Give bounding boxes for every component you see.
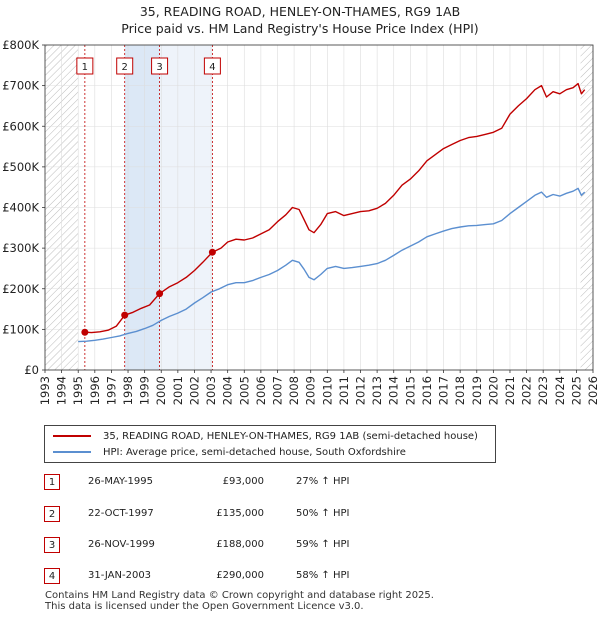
x-tick-label: 2024: [553, 376, 567, 405]
legend-item-hpi: HPI: Average price, semi-detached house,…: [53, 444, 406, 460]
sale-label-number: 4: [209, 62, 215, 73]
sale-number-badge: 1: [44, 474, 60, 490]
x-tick-label: 1994: [55, 376, 69, 405]
y-tick-label: £500K: [2, 160, 39, 174]
x-tick-label: 2016: [420, 376, 434, 405]
y-tick-label: £600K: [2, 119, 39, 133]
sale-date: 26-NOV-1999: [88, 539, 155, 550]
x-tick-label: 2014: [387, 376, 401, 405]
x-tick-label: 2003: [204, 376, 218, 405]
sale-number-badge: 3: [44, 537, 60, 553]
x-tick-label: 2004: [221, 376, 235, 405]
sale-point: [208, 248, 216, 256]
sale-date: 22-OCT-1997: [88, 508, 154, 519]
sale-price: £290,000: [216, 570, 264, 581]
sale-point: [81, 328, 89, 336]
y-tick-label: £300K: [2, 241, 39, 255]
sale-row: 3 26-NOV-1999 £188,000 59% ↑ HPI: [44, 535, 464, 555]
x-tick-label: 2018: [453, 376, 467, 405]
x-tick-label: 2001: [171, 376, 185, 405]
x-tick-label: 2011: [337, 376, 351, 405]
x-tick-label: 2000: [154, 376, 168, 405]
series-line-hpi: [78, 187, 586, 343]
chart-title-line2: Price paid vs. HM Land Registry's House …: [121, 21, 479, 36]
x-tick-label: 2026: [586, 376, 600, 405]
sale-hpi-change: 58% ↑ HPI: [296, 570, 350, 581]
chart-title: 35, READING ROAD, HENLEY-ON-THAMES, RG9 …: [0, 3, 600, 37]
x-tick-label: 2008: [287, 376, 301, 405]
sale-number-badge: 4: [44, 568, 60, 584]
sale-label-number: 1: [82, 62, 88, 73]
x-tick-label: 1993: [38, 376, 52, 405]
x-tick-label: 1995: [71, 376, 85, 405]
sale-row: 1 26-MAY-1995 £93,000 27% ↑ HPI: [44, 472, 464, 492]
footer-line2: This data is licensed under the Open Gov…: [45, 601, 364, 612]
y-tick-label: £800K: [2, 38, 39, 52]
x-tick-label: 2023: [536, 376, 550, 405]
x-tick-label: 1997: [104, 376, 118, 405]
sale-hpi-change: 27% ↑ HPI: [296, 476, 350, 487]
sale-label-number: 3: [156, 62, 162, 73]
sale-price: £93,000: [222, 476, 264, 487]
x-tick-label: 2005: [237, 376, 251, 405]
x-tick-label: 2021: [503, 376, 517, 405]
legend-swatch-property: [53, 435, 91, 437]
footer-line1: Contains HM Land Registry data © Crown c…: [45, 590, 434, 601]
sale-number-badge: 2: [44, 506, 60, 522]
sale-row: 2 22-OCT-1997 £135,000 50% ↑ HPI: [44, 504, 464, 524]
x-tick-label: 2015: [403, 376, 417, 405]
legend-swatch-hpi: [53, 451, 91, 453]
x-tick-label: 1999: [138, 376, 152, 405]
sale-label-box: [151, 57, 169, 75]
sale-label-number: 2: [122, 62, 128, 73]
x-tick-label: 2022: [520, 376, 534, 405]
sale-hpi-change: 59% ↑ HPI: [296, 539, 350, 550]
y-tick-label: £100K: [2, 322, 39, 336]
x-tick-label: 2025: [569, 376, 583, 405]
legend: 35, READING ROAD, HENLEY-ON-THAMES, RG9 …: [44, 425, 496, 463]
x-tick-label: 2017: [437, 376, 451, 405]
y-tick-label: £200K: [2, 282, 39, 296]
sale-label-box: [203, 57, 221, 75]
legend-item-property: 35, READING ROAD, HENLEY-ON-THAMES, RG9 …: [53, 428, 478, 444]
x-tick-label: 2006: [254, 376, 268, 405]
x-tick-label: 2020: [486, 376, 500, 405]
series-line-property: [84, 82, 586, 334]
sale-price: £188,000: [216, 539, 264, 550]
y-tick-label: £700K: [2, 79, 39, 93]
sale-point: [121, 311, 129, 319]
sale-price: £135,000: [216, 508, 264, 519]
x-tick-label: 2002: [187, 376, 201, 405]
sale-hpi-change: 50% ↑ HPI: [296, 508, 350, 519]
x-tick-label: 2012: [354, 376, 368, 405]
price-chart: 1 2 3 4 £0 £100K £200K £300K £400K £500K £600K £70…: [2, 38, 600, 405]
sale-label-box: [76, 57, 94, 75]
footer-notice: Contains HM Land Registry data © Crown c…: [45, 590, 434, 612]
x-tick-label: 2009: [304, 376, 318, 405]
sale-label-box: [116, 57, 134, 75]
chart-title-line1: 35, READING ROAD, HENLEY-ON-THAMES, RG9 …: [139, 4, 461, 19]
x-tick-label: 2010: [320, 376, 334, 405]
sale-row: 4 31-JAN-2003 £290,000 58% ↑ HPI: [44, 566, 464, 586]
sale-date: 31-JAN-2003: [88, 570, 152, 581]
x-tick-label: 1996: [88, 376, 102, 405]
x-tick-label: 2019: [470, 376, 484, 405]
legend-label-hpi: HPI: Average price, semi-detached house,…: [103, 446, 406, 458]
legend-label-property: 35, READING ROAD, HENLEY-ON-THAMES, RG9 …: [103, 430, 478, 442]
sale-date: 26-MAY-1995: [88, 476, 154, 487]
x-tick-label: 2013: [370, 376, 384, 405]
y-tick-label: £0: [24, 363, 39, 377]
x-tick-label: 1998: [121, 376, 135, 405]
x-tick-label: 2007: [270, 376, 284, 405]
y-tick-label: £400K: [2, 201, 39, 215]
sale-point: [156, 290, 164, 298]
